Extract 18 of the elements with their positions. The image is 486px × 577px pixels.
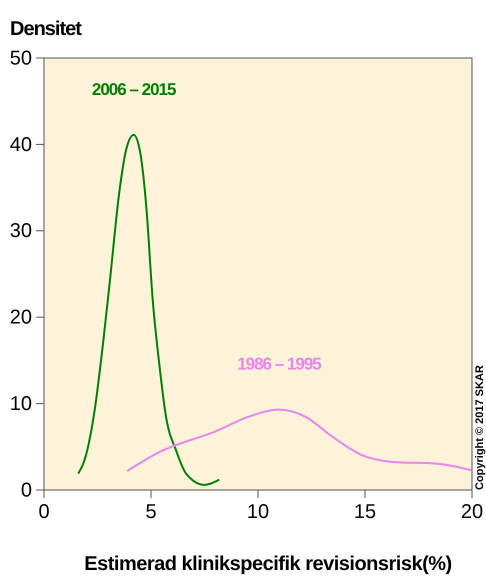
x-tick-label: 15 — [354, 501, 376, 524]
line-series — [77, 134, 220, 486]
text: 2006 – 2015 — [92, 80, 176, 99]
y-tick-label: 50 — [10, 47, 32, 70]
x-axis-title: Estimerad klinikspecifik revisionsrisk(%) — [84, 553, 452, 575]
x-tick-label: 10 — [246, 501, 270, 524]
line-series — [126, 408, 472, 472]
y-tick-label: 0 — [20, 479, 32, 502]
y-tick-label: 40 — [10, 134, 32, 156]
text: 1986 – 1995 — [237, 354, 322, 374]
y-tick-label: 20 — [10, 306, 32, 329]
chart-title: Densitet — [10, 18, 82, 40]
x-tick-label: 5 — [145, 501, 157, 524]
x-tick-label: 20 — [460, 501, 484, 524]
text: Copyright © 2017 SKAR — [474, 365, 486, 490]
y-tick-label: 10 — [10, 393, 32, 415]
x-tick-label: 0 — [38, 501, 50, 524]
y-tick-label: 30 — [10, 220, 32, 242]
